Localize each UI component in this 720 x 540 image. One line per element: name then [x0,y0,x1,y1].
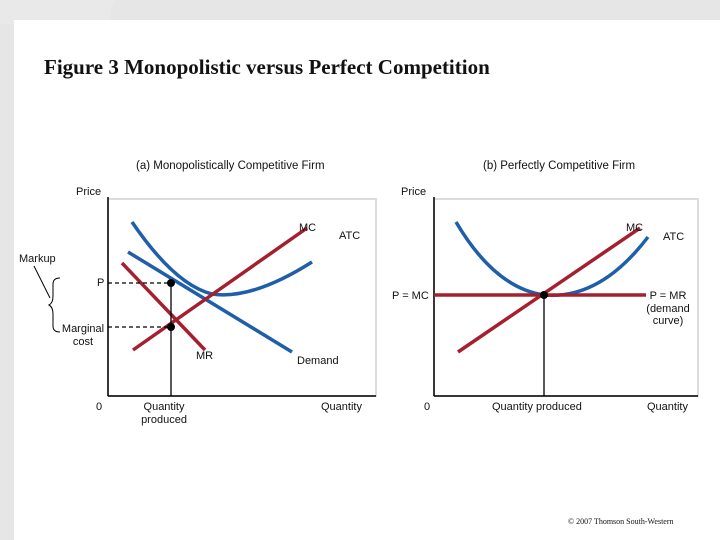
panel-a-price-label: P [97,277,105,289]
markup-label: Markup [19,253,56,265]
panel-b-quantity-produced-label: Quantity produced [492,401,582,413]
panel-b-x-axis-label: Quantity [647,401,688,413]
markup-pointer-line [33,265,51,299]
marginal-cost-label: Marginal cost [61,323,105,348]
panel-b-y-axis-label: Price [401,186,427,198]
panel-b-heading: (b) Perfectly Competitive Firm [483,160,636,172]
panel-a-mr-label: MR [196,350,214,362]
panel-a-mc-point [167,323,175,331]
panel-b-price-label: P = MC [392,290,429,302]
panel-a-mc-curve [131,226,309,352]
panel-a-heading: (a) Monopolistically Competitive Firm [136,160,325,172]
panel-a-atc-label: ATC [339,230,361,242]
figure-title: Figure 3 Monopolistic versus Perfect Com… [44,55,490,79]
panel-a-demand-label: Demand [297,355,339,367]
panel-a-demand-curve [127,250,293,354]
panel-a-origin-label: 0 [96,401,103,413]
panel-b-origin-label: 0 [424,401,431,413]
panel-a-mc-label: MC [299,222,317,234]
panel-b-mc-label: MC [626,222,644,234]
panel-b-equilibrium-point [540,291,548,299]
panel-a-y-axis-label: Price [76,186,102,198]
panel-a-price-point [167,279,175,287]
copyright-notice: © 2007 Thomson South-Western [568,517,674,526]
panel-b-plot-area [433,198,699,397]
panel-a-quantity-produced-label: Quantity produced [141,401,187,426]
panel-a-mr-curve [120,261,207,352]
panel-b-demand-label: P = MR (demand curve) [646,290,690,328]
panel-a-x-axis-label: Quantity [321,401,362,413]
panel-b-mc-curve [457,226,641,354]
markup-brace [47,277,61,333]
panel-b-atc-label: ATC [663,231,685,243]
